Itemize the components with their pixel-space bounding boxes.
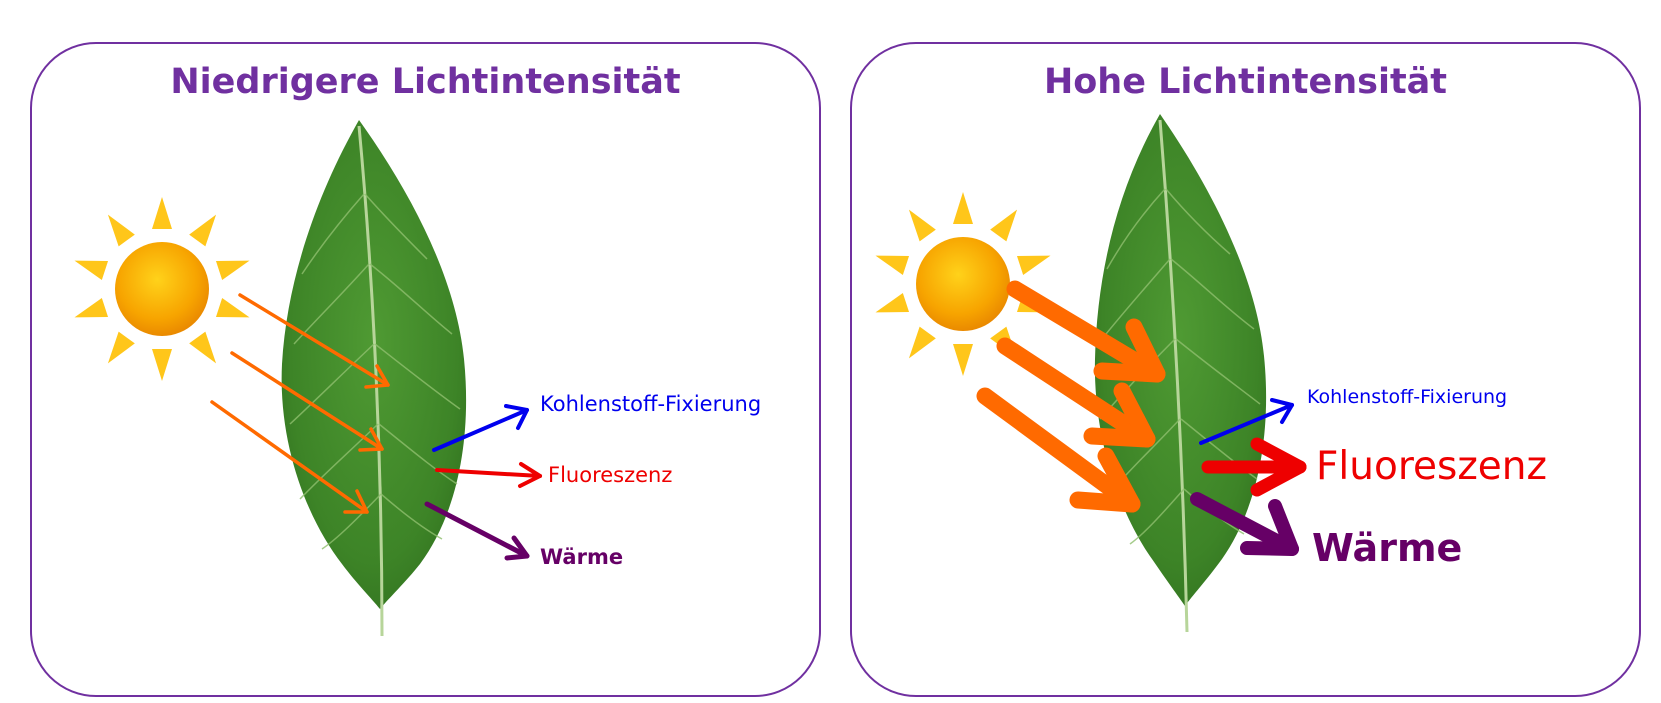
heat-label: Wärme xyxy=(1312,526,1463,570)
arrow-icon xyxy=(230,351,384,452)
fluorescence-label: Fluoreszenz xyxy=(1316,444,1547,489)
fluorescence-label: Fluoreszenz xyxy=(548,463,673,487)
carbon-fixation-label: Kohlenstoff-Fixierung xyxy=(540,392,762,416)
arrow-icon xyxy=(1006,280,1166,383)
carbon-fixation-arrow xyxy=(432,404,529,452)
panel-title: Niedrigere Lichtintensität xyxy=(170,62,681,102)
carbon-fixation-arrow xyxy=(1199,398,1294,445)
heat-arrow xyxy=(424,501,530,561)
fluorescence-arrow xyxy=(1201,437,1307,497)
sun-icon xyxy=(875,192,1051,376)
leaf-icon xyxy=(281,120,467,637)
carbon-fixation-label: Kohlenstoff-Fixierung xyxy=(1307,386,1508,408)
incoming-light-arrows xyxy=(976,280,1166,513)
sun-icon xyxy=(74,197,250,381)
heat-arrow xyxy=(1190,492,1299,556)
arrow-icon xyxy=(238,293,390,389)
panel-low-light: Niedrigere Lichtintensität Kohlenstoff-F… xyxy=(30,42,821,697)
panel-title: Hohe Lichtintensität xyxy=(1043,62,1448,102)
panel-illustration xyxy=(875,114,1307,633)
heat-label: Wärme xyxy=(540,545,624,569)
arrow-icon xyxy=(996,337,1156,448)
incoming-light-arrows xyxy=(210,293,390,514)
panel-high-light: Hohe Lichtintensität Kohlenstoff-Fixieru… xyxy=(850,42,1641,697)
fluorescence-arrow xyxy=(435,462,542,488)
arrow-icon xyxy=(210,400,369,514)
arrow-icon xyxy=(976,387,1141,513)
panel-illustration xyxy=(74,120,542,637)
leaf-icon xyxy=(1094,114,1267,633)
